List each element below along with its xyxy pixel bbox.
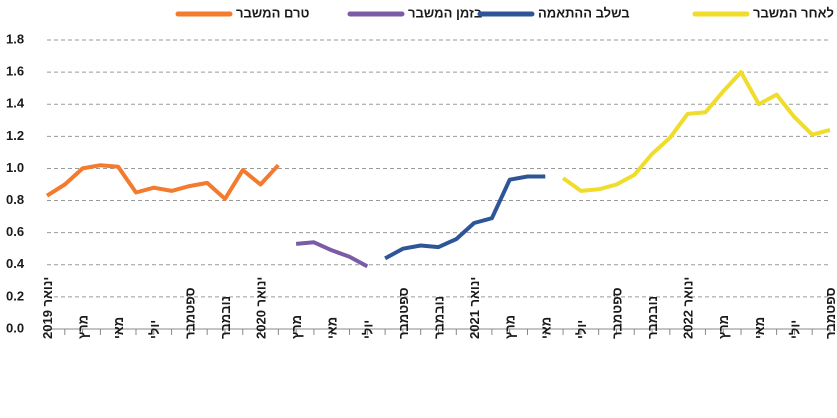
legend-label: בשלב ההתאמה xyxy=(538,5,630,20)
x-tick-label: ינואר 2019 xyxy=(40,277,55,339)
y-tick-label: 1.8 xyxy=(6,31,24,46)
y-tick-label: 1.6 xyxy=(6,64,24,79)
x-tick-label: מרץ xyxy=(716,315,731,339)
legend-label: טרם המשבר xyxy=(236,5,309,20)
series-line xyxy=(45,163,280,201)
y-tick-label: 0.2 xyxy=(6,288,24,303)
x-tick-label: מאי xyxy=(111,317,126,339)
x-tick-label: מאי xyxy=(538,317,553,339)
x-tick-label: מרץ xyxy=(289,315,304,339)
y-tick-label: 0.0 xyxy=(6,320,24,335)
x-tick-label: ינואר 2022 xyxy=(681,277,696,339)
x-tick-label: נובמבר xyxy=(218,296,233,339)
series-line xyxy=(561,70,831,193)
x-tick-label: ספטמבר xyxy=(609,287,624,339)
x-tick-label: מאי xyxy=(752,317,767,339)
x-tick-label: מרץ xyxy=(503,315,518,339)
x-tick-label: מאי xyxy=(325,317,340,339)
y-tick-label: 1.0 xyxy=(6,160,24,175)
x-tick-label: יולי xyxy=(360,320,375,339)
x-tick-label: ינואר 2021 xyxy=(467,277,482,339)
y-tick-label: 1.4 xyxy=(6,96,25,111)
x-tick-label: יולי xyxy=(787,320,802,339)
x-tick-label: יולי xyxy=(147,320,162,339)
x-tick-label: ספטמבר xyxy=(182,287,197,339)
series-line xyxy=(384,174,546,261)
x-tick-label: ינואר 2020 xyxy=(254,277,269,339)
y-tick-label: 0.8 xyxy=(6,192,24,207)
series-line xyxy=(295,240,369,269)
x-tick-label: ספטמבר xyxy=(823,287,837,339)
y-tick-label: 1.2 xyxy=(6,128,24,143)
x-tick-label: נובמבר xyxy=(645,296,660,339)
x-tick-label: נובמבר xyxy=(432,296,447,339)
legend-label: לאחר המשבר xyxy=(753,5,834,20)
x-tick-label: ספטמבר xyxy=(396,287,411,339)
legend-label: בזמן המשבר xyxy=(408,5,482,20)
y-tick-label: 0.4 xyxy=(6,256,25,271)
y-tick-label: 0.6 xyxy=(6,224,24,239)
x-tick-label: מרץ xyxy=(76,315,91,339)
x-tick-label: יולי xyxy=(574,320,589,339)
